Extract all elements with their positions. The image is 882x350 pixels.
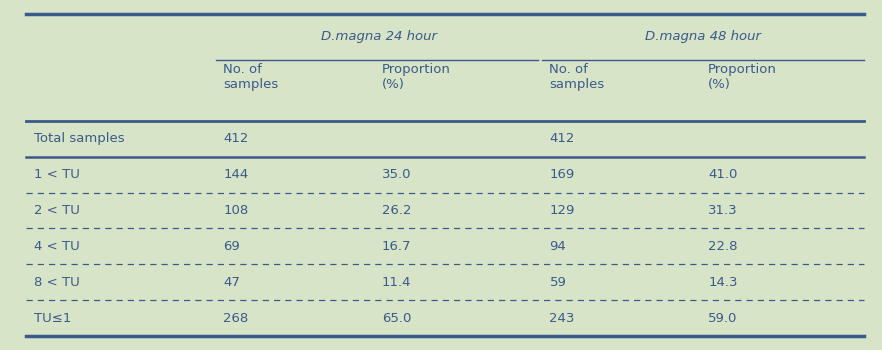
Text: 144: 144: [223, 168, 249, 181]
Text: 8 < TU: 8 < TU: [34, 276, 79, 289]
Text: 129: 129: [549, 204, 575, 217]
Text: 94: 94: [549, 240, 566, 253]
Text: 59.0: 59.0: [708, 312, 737, 324]
Text: 243: 243: [549, 312, 575, 324]
Text: 69: 69: [223, 240, 240, 253]
Text: Proportion
(%): Proportion (%): [708, 63, 777, 91]
Text: 41.0: 41.0: [708, 168, 737, 181]
Text: 59: 59: [549, 276, 566, 289]
Text: 14.3: 14.3: [708, 276, 737, 289]
Text: Proportion
(%): Proportion (%): [382, 63, 451, 91]
Text: 169: 169: [549, 168, 575, 181]
Text: 47: 47: [223, 276, 240, 289]
Text: No. of
samples: No. of samples: [223, 63, 279, 91]
Text: 35.0: 35.0: [382, 168, 411, 181]
Text: Total samples: Total samples: [34, 132, 124, 145]
Text: 26.2: 26.2: [382, 204, 411, 217]
Text: 268: 268: [223, 312, 249, 324]
Text: 4 < TU: 4 < TU: [34, 240, 79, 253]
Text: D.magna 24 hour: D.magna 24 hour: [321, 30, 437, 43]
Text: 11.4: 11.4: [382, 276, 411, 289]
Text: 16.7: 16.7: [382, 240, 411, 253]
Text: 1 < TU: 1 < TU: [34, 168, 79, 181]
Text: 412: 412: [549, 132, 575, 145]
Text: 22.8: 22.8: [708, 240, 737, 253]
Text: 412: 412: [223, 132, 249, 145]
Text: 2 < TU: 2 < TU: [34, 204, 79, 217]
Text: TU≤1: TU≤1: [34, 312, 71, 324]
Text: D.magna 48 hour: D.magna 48 hour: [646, 30, 761, 43]
Text: 31.3: 31.3: [708, 204, 738, 217]
Text: 65.0: 65.0: [382, 312, 411, 324]
Text: No. of
samples: No. of samples: [549, 63, 605, 91]
Text: 108: 108: [223, 204, 249, 217]
